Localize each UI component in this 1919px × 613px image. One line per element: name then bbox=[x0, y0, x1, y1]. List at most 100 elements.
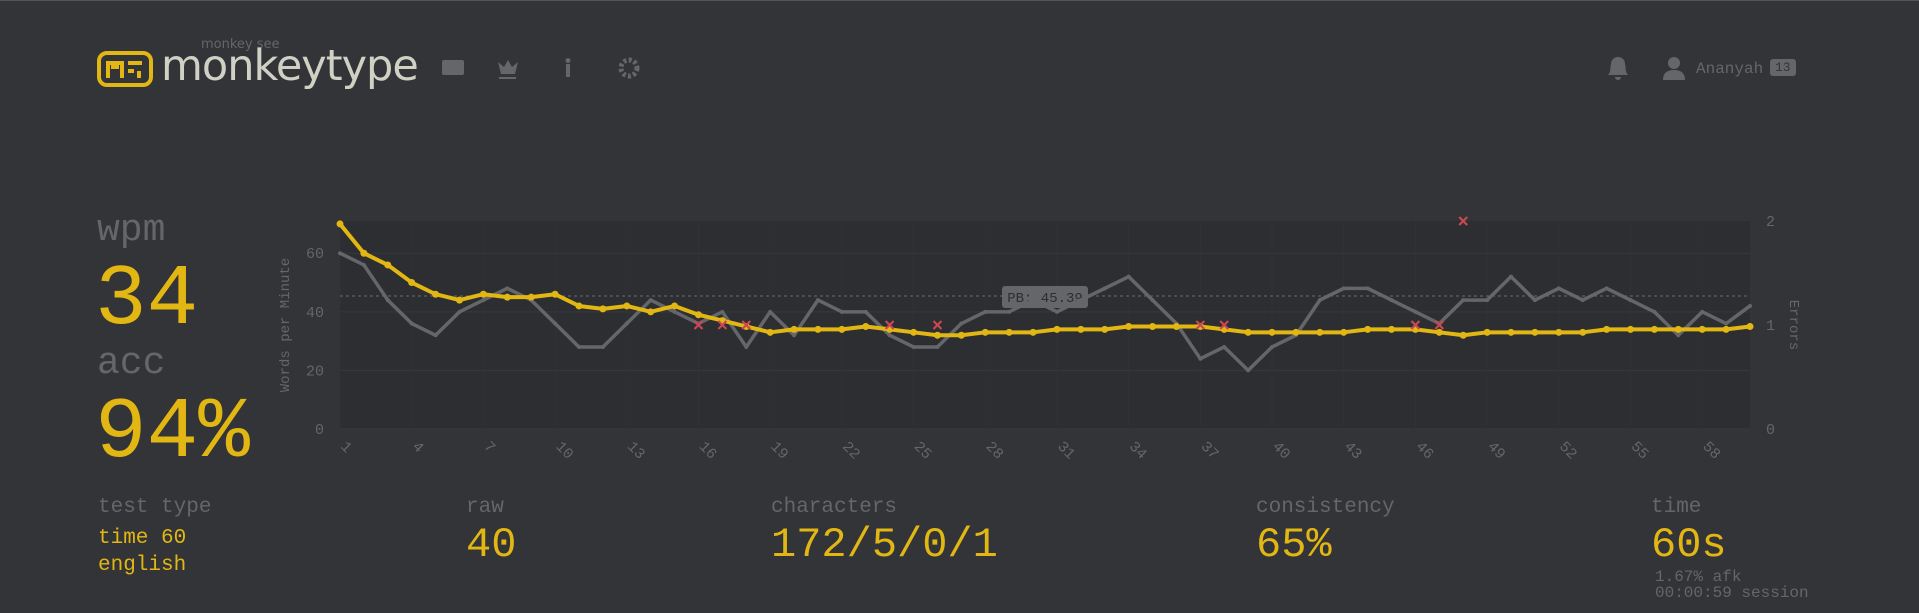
x-tick-label: 43 bbox=[1340, 439, 1365, 464]
y-tick-label: 40 bbox=[306, 305, 324, 322]
point bbox=[336, 220, 344, 228]
point bbox=[935, 344, 940, 349]
bell-icon[interactable] bbox=[1603, 54, 1633, 84]
error-mark bbox=[1219, 320, 1230, 330]
point bbox=[1246, 368, 1251, 373]
point bbox=[671, 302, 679, 310]
point bbox=[1031, 298, 1036, 303]
point bbox=[863, 309, 868, 314]
level-badge: 13 bbox=[1770, 59, 1796, 76]
point bbox=[1341, 286, 1346, 291]
point bbox=[384, 261, 392, 269]
x-tick-label: 1 bbox=[336, 439, 354, 457]
acc-value: 94% bbox=[95, 384, 250, 482]
session: 00:00:59 session bbox=[1655, 584, 1809, 602]
user-icon[interactable] bbox=[1662, 56, 1686, 82]
point bbox=[1459, 331, 1467, 339]
point bbox=[983, 309, 988, 314]
logo-top: monkey see bbox=[201, 37, 280, 52]
plot-area bbox=[340, 221, 1750, 429]
point bbox=[887, 333, 892, 338]
x-tick-label: 37 bbox=[1197, 439, 1222, 464]
error-mark bbox=[932, 320, 943, 330]
point bbox=[1604, 286, 1609, 291]
point bbox=[623, 302, 631, 310]
point bbox=[981, 328, 989, 336]
point bbox=[768, 309, 773, 314]
point bbox=[408, 279, 416, 287]
x-tick-label: 4 bbox=[408, 439, 426, 457]
characters-value: 172/5/0/1 bbox=[771, 521, 998, 569]
x-tick-label: 40 bbox=[1268, 439, 1293, 464]
point bbox=[1389, 298, 1394, 303]
point bbox=[744, 344, 749, 349]
raw-label: raw bbox=[466, 496, 504, 519]
y-tick-label: 20 bbox=[306, 363, 324, 380]
logo-icon[interactable] bbox=[97, 51, 157, 91]
point bbox=[792, 333, 797, 338]
point bbox=[1579, 328, 1587, 336]
point bbox=[790, 325, 798, 333]
point bbox=[1198, 356, 1203, 361]
point bbox=[766, 328, 774, 336]
point bbox=[432, 290, 440, 298]
point bbox=[1748, 303, 1752, 308]
point bbox=[1316, 328, 1324, 336]
point bbox=[1005, 328, 1013, 336]
point bbox=[720, 309, 725, 314]
point bbox=[911, 344, 916, 349]
x-tick-label: 28 bbox=[982, 439, 1007, 464]
point bbox=[338, 251, 342, 256]
pb-label-box bbox=[1002, 286, 1088, 309]
point bbox=[862, 322, 870, 330]
point bbox=[1078, 298, 1083, 303]
point bbox=[1507, 328, 1515, 336]
point bbox=[1125, 322, 1133, 330]
x-tick-label: 25 bbox=[910, 439, 935, 464]
x-tick-label: 22 bbox=[838, 439, 863, 464]
info-icon[interactable] bbox=[565, 58, 571, 77]
point bbox=[1150, 298, 1155, 303]
crown-icon[interactable] bbox=[498, 60, 518, 79]
point bbox=[1580, 298, 1585, 303]
point bbox=[647, 308, 655, 316]
y2-tick-label: 2 bbox=[1766, 214, 1775, 231]
point bbox=[361, 262, 366, 267]
error-mark bbox=[717, 320, 728, 330]
point bbox=[814, 325, 822, 333]
point bbox=[1268, 328, 1276, 336]
point bbox=[1126, 274, 1131, 279]
point bbox=[959, 321, 964, 326]
point bbox=[838, 325, 846, 333]
x-tick-label: 49 bbox=[1484, 439, 1509, 464]
settings-icon[interactable] bbox=[618, 57, 640, 79]
point bbox=[553, 321, 558, 326]
point bbox=[1364, 325, 1372, 333]
logo[interactable]: monkeytype bbox=[161, 41, 419, 91]
afk: 1.67% afk bbox=[1655, 568, 1742, 586]
keyboard-icon[interactable] bbox=[442, 60, 464, 75]
point bbox=[1270, 344, 1275, 349]
time-value: 60s bbox=[1651, 521, 1727, 569]
point bbox=[409, 321, 414, 326]
point bbox=[1292, 328, 1300, 336]
point bbox=[481, 298, 486, 303]
point bbox=[1650, 325, 1658, 333]
point bbox=[1483, 328, 1491, 336]
point bbox=[1698, 325, 1706, 333]
point bbox=[1340, 328, 1348, 336]
point bbox=[1317, 298, 1322, 303]
language: english bbox=[98, 554, 187, 577]
point bbox=[1388, 325, 1396, 333]
point bbox=[1054, 309, 1059, 314]
wpm-value: 34 bbox=[95, 251, 199, 349]
point bbox=[1674, 325, 1682, 333]
username[interactable]: Ananyah bbox=[1696, 60, 1764, 78]
error-mark bbox=[1458, 216, 1468, 226]
point bbox=[1485, 298, 1490, 303]
point bbox=[1722, 325, 1730, 333]
error-mark bbox=[884, 320, 895, 330]
error-mark bbox=[693, 320, 704, 330]
